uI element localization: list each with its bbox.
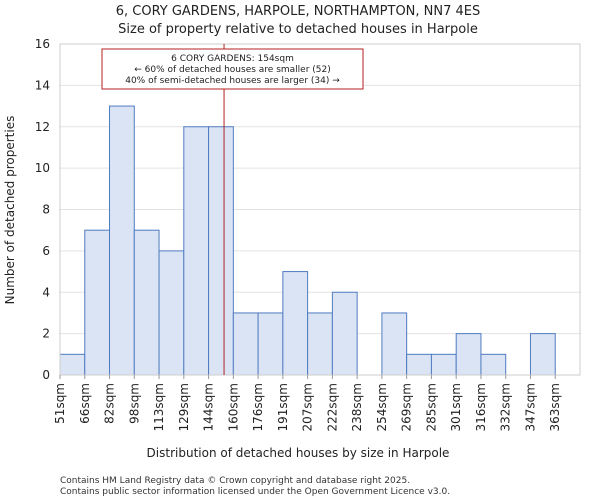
y-tick-label: 4 — [42, 285, 50, 299]
x-tick-label: 332sqm — [499, 383, 513, 431]
histogram-bar — [430, 353, 457, 376]
x-tick-label: 301sqm — [449, 383, 463, 431]
y-tick-label: 12 — [35, 120, 50, 134]
histogram-bar — [331, 291, 358, 376]
histogram-bar — [282, 271, 309, 376]
histogram-bar — [109, 105, 135, 376]
y-tick-label: 2 — [42, 327, 50, 341]
x-tick-label: 285sqm — [424, 383, 438, 431]
chart-title: 6, CORY GARDENS, HARPOLE, NORTHAMPTON, N… — [116, 4, 481, 19]
histogram-bar — [480, 353, 507, 376]
y-tick-label: 16 — [35, 37, 50, 51]
annotation-line-3: 40% of semi-detached houses are larger (… — [125, 76, 340, 86]
x-tick-label: 207sqm — [301, 383, 315, 431]
x-tick-label: 144sqm — [202, 383, 216, 431]
x-axis-label: Distribution of detached houses by size … — [147, 446, 450, 460]
histogram-bar — [208, 126, 234, 376]
x-tick-label: 160sqm — [226, 383, 240, 431]
x-tick-label: 66sqm — [78, 383, 92, 424]
annotation-box — [101, 48, 364, 90]
footer-line-2: Contains public sector information licen… — [60, 487, 450, 497]
y-tick-label: 10 — [35, 161, 50, 175]
x-tick-label: 347sqm — [523, 383, 537, 431]
x-tick-label: 82sqm — [103, 383, 117, 424]
histogram-bar — [59, 353, 86, 376]
annotation-line-2: ← 60% of detached houses are smaller (52… — [134, 65, 331, 75]
x-tick-label: 51sqm — [53, 383, 67, 424]
histogram-bar — [455, 333, 482, 376]
y-axis-ticks: 0 2 4 6 8 10 12 14 16 — [35, 37, 50, 382]
histogram-bar — [257, 312, 284, 376]
histogram-bar — [158, 250, 185, 376]
histogram-bar — [307, 312, 333, 376]
y-tick-label: 0 — [42, 368, 50, 382]
histogram-bar — [84, 229, 111, 376]
x-tick-label: 113sqm — [152, 383, 166, 431]
x-tick-label: 316sqm — [474, 383, 488, 431]
annotation-line-1: 6 CORY GARDENS: 154sqm — [171, 54, 294, 64]
footer-line-1: Contains HM Land Registry data © Crown c… — [60, 476, 410, 486]
x-tick-label: 191sqm — [276, 383, 290, 431]
y-tick-label: 6 — [42, 244, 50, 258]
histogram-bar — [406, 353, 432, 376]
y-tick-label: 14 — [35, 78, 50, 92]
y-axis-label: Number of detached properties — [3, 116, 17, 305]
x-tick-label: 176sqm — [251, 383, 265, 431]
x-tick-label: 254sqm — [375, 383, 389, 431]
histogram-bar — [381, 312, 408, 376]
histogram-bar — [529, 333, 556, 376]
x-tick-label: 222sqm — [325, 383, 339, 431]
bars — [59, 105, 556, 376]
x-tick-label: 269sqm — [400, 383, 414, 431]
chart-subtitle: Size of property relative to detached ho… — [118, 22, 478, 37]
x-tick-label: 98sqm — [127, 383, 141, 424]
histogram-bar — [133, 229, 160, 376]
histogram-bar — [232, 312, 259, 376]
x-tick-label: 129sqm — [177, 383, 191, 431]
plot-area-frame — [59, 43, 581, 376]
x-tick-label: 238sqm — [350, 383, 364, 431]
y-tick-label: 8 — [42, 203, 50, 217]
x-axis-ticks: 51sqm 66sqm 82sqm 98sqm 113sqm 129sqm 144sqm 16… — [53, 375, 562, 431]
histogram-bar — [183, 126, 210, 376]
x-tick-label: 363sqm — [548, 383, 562, 431]
